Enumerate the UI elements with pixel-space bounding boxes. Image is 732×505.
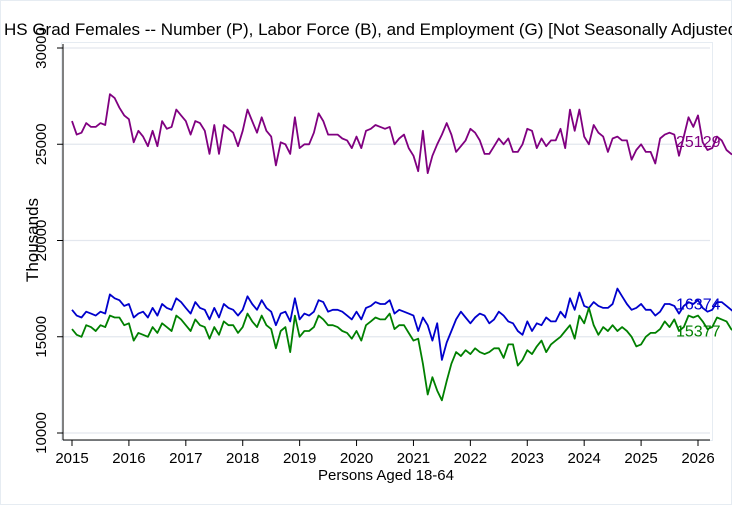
x-tick-label-2024: 2024	[567, 450, 600, 467]
y-tick-label-25000: 25000	[33, 123, 50, 165]
x-axis-ticks: 2015 2016 2017 2018 2019 2020 2021 2022 2023 2024…	[55, 440, 715, 467]
x-tick-label-2016: 2016	[112, 450, 145, 467]
x-tick-label-2019: 2019	[283, 450, 316, 467]
x-axis-label: Persons Aged 18-64	[318, 467, 454, 484]
series-end-labels: 25129 16374 15377	[676, 134, 721, 341]
y-tick-label-15000: 15000	[33, 316, 50, 358]
series-line-labor-force	[71, 287, 732, 361]
end-label-number: 25129	[676, 134, 721, 151]
y-axis-ticks: 10000 15000 20000 25000 30000	[33, 27, 63, 454]
series-line-number	[71, 93, 732, 175]
x-tick-label-2015: 2015	[55, 450, 88, 467]
x-tick-label-2021: 2021	[397, 450, 430, 467]
x-tick-label-2022: 2022	[454, 450, 487, 467]
end-label-employment: 15377	[676, 323, 721, 340]
x-tick-label-2023: 2023	[511, 450, 544, 467]
series-line-employment	[71, 306, 732, 402]
gridlines	[63, 47, 710, 434]
y-axis-label: Thousands	[23, 198, 42, 282]
x-tick-label-2026: 2026	[681, 450, 714, 467]
x-tick-label-2018: 2018	[226, 450, 259, 467]
end-label-labor-force: 16374	[676, 296, 721, 313]
y-tick-label-30000: 30000	[33, 27, 50, 69]
x-tick-label-2020: 2020	[340, 450, 373, 467]
x-tick-label-2017: 2017	[169, 450, 202, 467]
x-tick-label-2025: 2025	[624, 450, 657, 467]
series-lines	[71, 93, 732, 402]
y-tick-label-10000: 10000	[33, 412, 50, 454]
y-tick-label-20000: 20000	[33, 220, 50, 262]
chart-title: HS Grad Females -- Number (P), Labor For…	[4, 20, 732, 39]
